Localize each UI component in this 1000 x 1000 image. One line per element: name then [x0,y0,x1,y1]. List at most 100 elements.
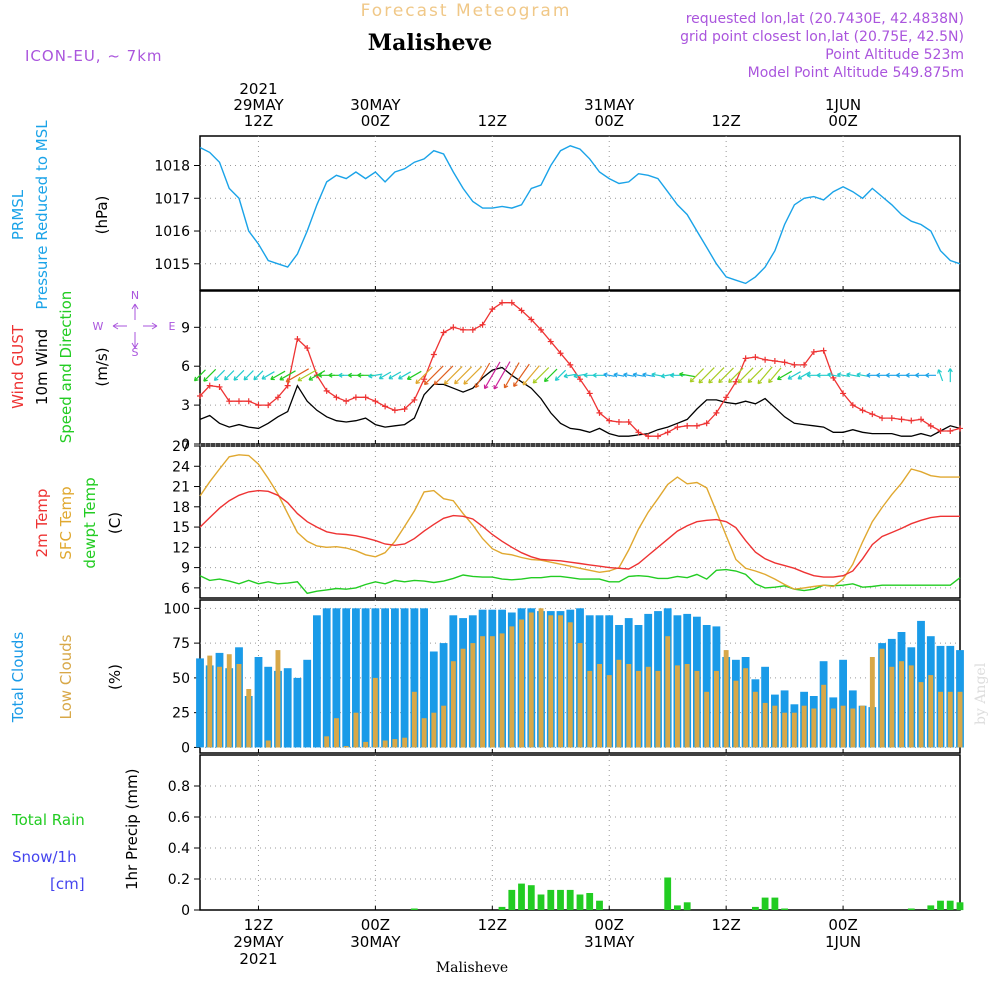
wind-gust-line [199,302,961,437]
gust-point [674,424,681,431]
gust-point [265,402,272,409]
gust-point [333,394,340,401]
gust-point [235,398,242,405]
gust-point [362,394,369,401]
low-cloud-bar [441,705,447,748]
wind-direction-arrow [915,372,927,378]
bottom-time-label: 2021 [239,950,277,968]
wind-direction-arrow [876,372,888,378]
y-tick-label: 0 [181,903,190,919]
credit-label: by Angel [973,662,989,725]
total-cloud-bar [283,668,292,748]
low-cloud-bar [392,739,398,748]
gust-point [294,335,301,342]
total-cloud-bar [293,677,302,748]
total-cloud-bar [254,657,263,748]
wind-direction-arrow [689,368,705,383]
wind-direction-arrow [768,367,782,384]
gust-point [937,428,944,435]
dewpoint-line [199,568,961,595]
gust-point [216,383,223,390]
gust-point [645,433,652,440]
wind-direction-arrow [554,369,567,381]
bottom-time-label: 29MAY [233,933,284,951]
low-cloud-bar [470,643,476,748]
wind-direction-arrow [866,372,878,378]
gust-point [810,348,817,355]
wind-direction-arrow [398,371,412,380]
gust-point [820,347,827,354]
panel-label: Wind GUST [9,324,27,409]
low-cloud-bar [723,650,729,748]
panel-label: 2m Temp [33,489,51,558]
low-cloud-bar [587,670,593,748]
y-tick-label: 100 [163,601,190,617]
low-cloud-bar [236,664,242,748]
gust-point [284,382,291,389]
gust-point [343,398,350,405]
gust-point [781,359,788,366]
rain-bar [771,897,779,910]
low-cloud-bar [548,615,554,748]
gust-point [742,355,749,362]
model-point-altitude: Model Point Altitude 549.875m [748,65,964,81]
low-cloud-bar [850,708,856,748]
wind-direction-arrow [474,362,491,389]
clouds-panel: 0 25 50 75 100 [163,599,964,756]
total-cloud-bar [391,608,399,748]
wind-direction-arrow [532,367,550,384]
gust-point [723,394,730,401]
low-cloud-bar [217,666,222,748]
wind-direction-arrow [737,367,754,384]
low-cloud-bar [606,675,612,748]
gust-point [518,307,525,314]
gust-point [411,396,418,403]
low-cloud-bar [879,648,885,748]
total-cloud-bar [400,608,409,748]
wind-direction-arrow [368,373,383,379]
gust-point [255,402,262,409]
wind-direction-arrow [837,372,849,378]
low-cloud-bar [860,705,865,748]
wind-direction-arrow [632,372,644,378]
total-cloud-bar [352,608,360,748]
gust-point [352,394,359,401]
y-tick-label: 12 [172,540,190,556]
rain-bar [683,902,691,911]
pressure-panel: 1015 1016 1017 1018 [154,135,961,291]
low-cloud-bar [801,705,807,748]
wind-direction-arrow [856,372,869,378]
total-cloud-bar [313,615,321,748]
low-cloud-bar [762,702,768,748]
low-cloud-bar [899,661,904,748]
wind-direction-arrow [905,372,917,378]
bottom-time-label: 1JUN [825,933,861,951]
panel-label: Speed and Direction [57,291,75,444]
wind-direction-arrow [513,363,530,387]
gust-point [528,316,535,323]
bottom-time-label: 12Z [244,916,273,934]
gust-point [557,350,564,357]
total-cloud-bar [264,666,273,748]
low-cloud-bar [869,657,875,748]
gust-point [421,376,428,383]
y-tick-label: 0.2 [168,872,190,888]
gust-point [304,345,311,352]
temperature-panel: 6 9 12 15 18 21 24 27 [172,439,961,599]
wind-direction-arrow [827,372,840,378]
rain-bar [547,889,555,910]
wind-direction-arrow [243,370,254,381]
low-cloud-bar [275,650,281,748]
top-time-label: 00Z [828,112,857,130]
precip-panel: 0 0.2 0.4 0.6 0.8 1hr Precip (mm) [123,754,964,919]
rain-bar [498,906,506,910]
pressure-line [199,145,961,285]
rain-bar [761,897,769,910]
bottom-time-label: 12Z [478,916,507,934]
sfc-temp-line [199,454,960,590]
gust-point [499,299,506,306]
gust-point [801,361,808,368]
gust-point [274,394,281,401]
rain-bar [674,905,681,910]
gust-point [469,326,476,333]
